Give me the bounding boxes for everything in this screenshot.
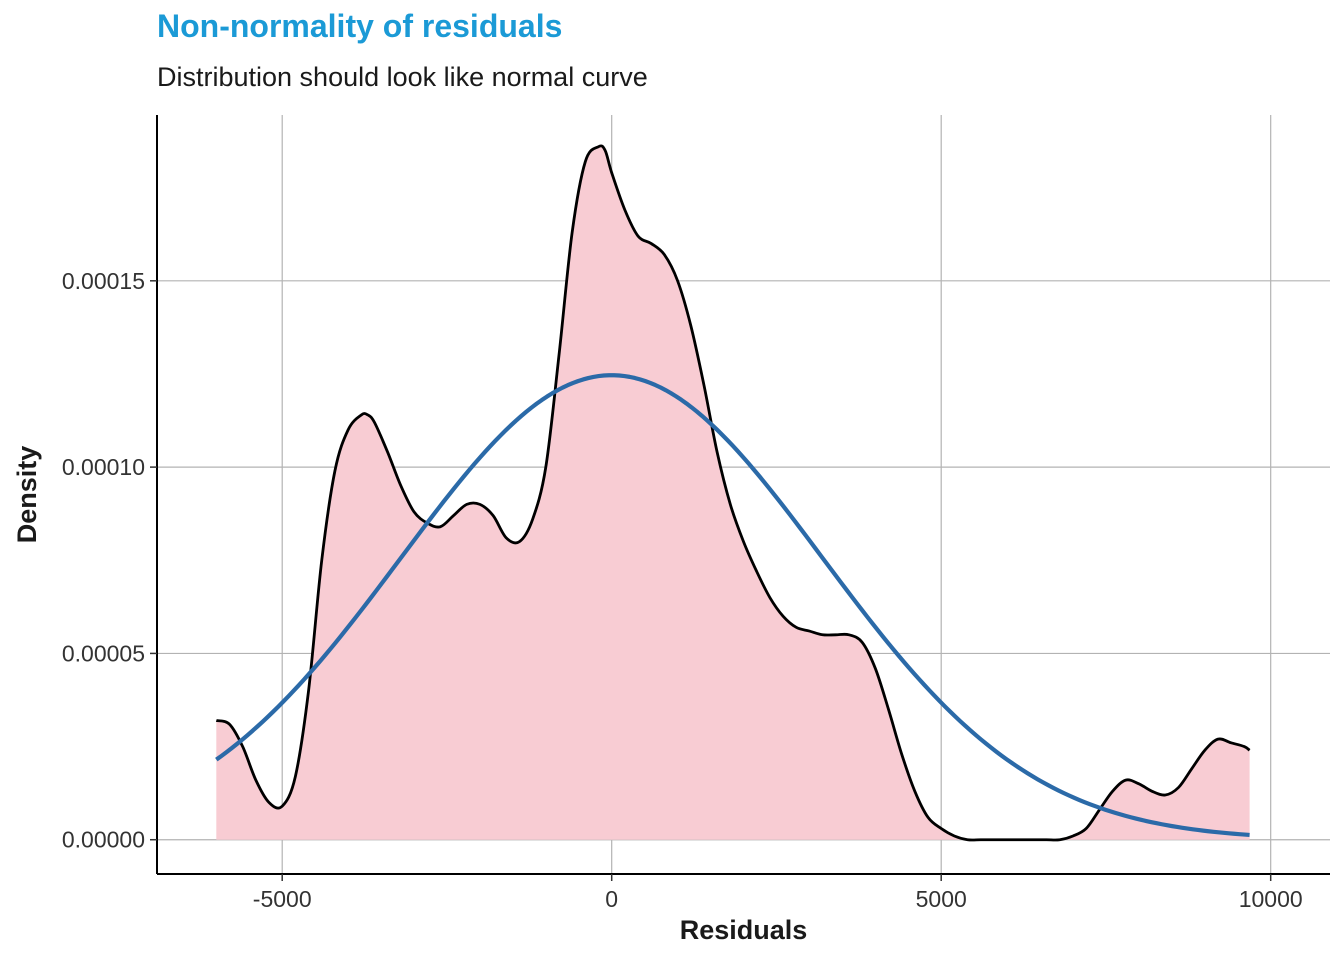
y-tick-label: 0.00005	[62, 640, 145, 666]
y-tick-label: 0.00000	[62, 827, 145, 853]
x-tick-label: 0	[605, 886, 618, 912]
density-curve	[215, 144, 1251, 842]
axis-ticks: -5000 0 5000 10000 0.00000 0.00005 0.00010 0.00…	[62, 268, 1303, 912]
y-tick-label: 0.00010	[62, 454, 145, 480]
y-axis-title: Density	[12, 446, 42, 544]
density-area	[216, 145, 1250, 840]
x-tick-label: 10000	[1239, 886, 1303, 912]
x-axis-title: Residuals	[680, 915, 808, 945]
normal-curve	[215, 373, 1250, 838]
chart-subtitle: Distribution should look like normal cur…	[157, 62, 648, 92]
x-tick-label: 5000	[916, 886, 967, 912]
y-tick-label: 0.00015	[62, 268, 145, 294]
x-tick-label: -5000	[253, 886, 312, 912]
chart-title: Non-normality of residuals	[157, 8, 563, 44]
